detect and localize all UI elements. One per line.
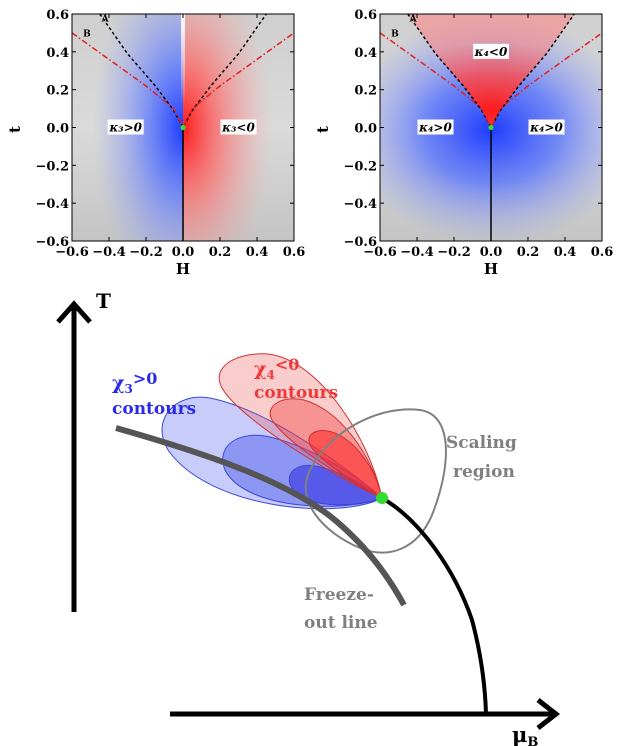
- kappa4-region-label-box-1: [417, 119, 454, 135]
- kappa4-curve-A: [407, 13, 575, 130]
- kappa4-region-label-2: κ₄>0: [529, 121, 563, 135]
- first-order-line: [380, 496, 488, 715]
- kappa3-yaxis-label: t: [6, 126, 24, 133]
- kappa4-axes: −0.6 −0.4 −0.2 0.0 0.2 0.4 0.60.60.40.20.0−0.2…: [314, 8, 613, 278]
- kappa3-ytick-label: 0.6: [46, 8, 69, 23]
- kappa3-ytick-label: 0.0: [46, 122, 69, 137]
- kappa4-region-label-1: κ₄>0: [418, 121, 452, 135]
- kappa3-region-label-1: κ₃<0: [221, 121, 255, 135]
- kappa3-ytick-label: −0.2: [35, 159, 69, 174]
- kappa3-ytick-label: 0.2: [46, 84, 69, 99]
- kappa3-xtick-label: 0.6: [283, 245, 306, 260]
- kappa4-curve-label-A: A: [409, 15, 418, 25]
- kappa3-xtick-label: 0.2: [209, 245, 232, 260]
- kappa4-xtick-label: 0.4: [554, 245, 577, 260]
- kappa4-xtick-label: 0.0: [480, 245, 503, 260]
- chi4-label: χ4<0: [254, 355, 299, 382]
- kappa4-ytick-label: 0.6: [354, 8, 377, 23]
- t-axis-label: T: [96, 289, 111, 313]
- kappa4-region-label-box-2: [528, 119, 565, 135]
- chi4-contours: [218, 353, 383, 499]
- kappa4-ytick-label: −0.4: [343, 197, 377, 212]
- kappa3-ytick-label: −0.4: [35, 197, 69, 212]
- scaling-region: [304, 408, 447, 554]
- kappa3-xtick-label: 0.0: [172, 245, 195, 260]
- mub-axis-label: μB: [512, 722, 538, 746]
- kappa3-white-seam: [181, 14, 185, 104]
- kappa3-region-label-box-1: [220, 119, 257, 135]
- kappa3-xtick-label: −0.6: [55, 245, 89, 260]
- kappa3-xtick-label: −0.2: [129, 245, 163, 260]
- kappa3-critical-point: [180, 124, 186, 131]
- kappa4-region-label-0: κ₄<0: [474, 45, 508, 59]
- kappa4-xtick-label: 0.6: [591, 245, 614, 260]
- scaling-region-label-1: Scaling: [446, 433, 517, 453]
- chi3-label: χ3>0: [112, 369, 157, 396]
- freeze-out-label-1: Freeze-: [304, 585, 374, 605]
- kappa4-ytick-label: −0.6: [343, 235, 377, 250]
- chi3-contours-label: contours: [112, 399, 196, 419]
- kappa4-panel: [380, 14, 602, 241]
- kappa4-curve-label-B: B: [391, 30, 399, 40]
- kappa4-xtick-label: −0.6: [363, 245, 397, 260]
- kappa4-yaxis-label: t: [314, 126, 332, 133]
- kappa3-xtick-label: −0.4: [92, 245, 126, 260]
- kappa4-critical-point: [488, 124, 494, 131]
- chi4-contour-inner: [308, 430, 383, 499]
- kappa4-negative-region: [380, 14, 602, 128]
- kappa4-ytick-label: 0.2: [354, 84, 377, 99]
- kappa3-ytick-label: −0.6: [35, 235, 69, 250]
- kappa3-curve-A: [99, 13, 267, 130]
- t-axis-arrowhead: [56, 300, 92, 324]
- kappa4-ytick-label: 0.0: [354, 122, 377, 137]
- kappa4-region-label-box-0: [473, 43, 509, 59]
- chi4-contours-label: contours: [254, 383, 338, 403]
- kappa3-axes: −0.6 −0.4 −0.2 0.0 0.2 0.4 0.60.60.40.20.0−0.2…: [6, 8, 305, 278]
- mub-axis-arrowhead: [536, 698, 561, 730]
- phase-diagram: T μB χ3>0 contours χ4<0 contours S: [56, 289, 561, 746]
- freeze-out-line: [115, 425, 407, 607]
- kappa4-xtick-label: 0.2: [517, 245, 540, 260]
- kappa3-region-label-0: κ₃>0: [108, 121, 142, 135]
- kappa4-xaxis-label: H: [484, 260, 498, 278]
- kappa3-xtick-label: 0.4: [246, 245, 269, 260]
- kappa3-curve-label-A: A: [101, 15, 110, 25]
- kappa4-xtick-label: −0.4: [400, 245, 434, 260]
- kappa4-ytick-label: −0.2: [343, 159, 377, 174]
- freeze-out-label-2: out line: [304, 613, 378, 633]
- kappa3-curve-label-B: B: [83, 30, 91, 40]
- kappa3-region-label-box-0: [107, 119, 144, 135]
- kappa3-xaxis-label: H: [176, 260, 190, 278]
- kappa4-ytick-label: 0.4: [354, 46, 377, 61]
- scaling-region-label-2: region: [453, 462, 515, 482]
- critical-point: [376, 492, 388, 504]
- kappa4-xtick-label: −0.2: [437, 245, 471, 260]
- kappa3-ytick-label: 0.4: [46, 46, 69, 61]
